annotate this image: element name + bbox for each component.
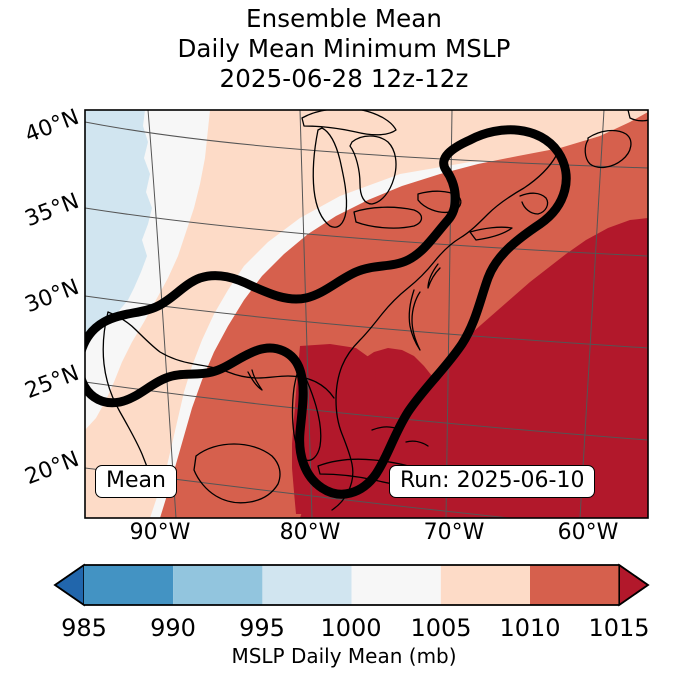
colorbar-tick-1000: 1000 — [320, 614, 382, 642]
coastline-cape-cod — [519, 192, 549, 215]
map-svg — [84, 109, 649, 519]
colorbar-tick-1010: 1010 — [499, 614, 561, 642]
coastline-gulf — [107, 311, 335, 399]
colorbar-band-990-995 — [173, 565, 263, 605]
coastline-nova-scotia — [584, 129, 632, 169]
coastline-chesapeake — [408, 289, 421, 351]
coastline-delaware-bay — [427, 263, 441, 289]
lon-tick-label-80: 80°W — [279, 520, 341, 545]
colorbar-band-985-990 — [84, 565, 174, 605]
fill-band-995-1000 — [85, 110, 152, 340]
colorbar-tick-1005: 1005 — [410, 614, 472, 642]
mean-legend-box: Mean — [95, 465, 177, 499]
title-line-1: Ensemble Mean — [246, 4, 442, 33]
coastline-layer — [102, 110, 648, 511]
coastline-lake-michigan — [312, 127, 348, 228]
colorbar-band-1005-1010 — [440, 565, 530, 605]
map-fill-layer — [85, 110, 648, 518]
colorbar-tick-985: 985 — [61, 614, 107, 642]
coastline-us-east — [331, 155, 557, 511]
map-panel: 40°N 35°N 30°N 25°N 20°N 90°W 80°W 70°W … — [0, 100, 688, 545]
gridline-lon-70 — [445, 110, 453, 518]
coastline-newfoundland — [627, 110, 648, 122]
gridline-lat-35 — [85, 207, 648, 257]
coastline-lake-huron — [349, 135, 397, 205]
colorbar-over-arrow — [618, 563, 650, 607]
colorbar-tick-1015: 1015 — [588, 614, 650, 642]
colorbar-svg — [53, 563, 650, 607]
fill-band-over-1015-florida — [292, 344, 376, 514]
colorbar-outline — [53, 564, 650, 606]
run-date-box: Run: 2025-06-10 — [389, 465, 596, 499]
coastline-mississippi-delta — [247, 369, 263, 391]
colorbar-tick-995: 995 — [239, 614, 285, 642]
colorbar-panel: 985 990 995 1000 1005 1010 1015 MSLP Dai… — [0, 556, 688, 674]
fill-band-1005-1010 — [85, 110, 648, 518]
coastline-lake-erie — [353, 206, 423, 229]
coastline-long-island — [469, 226, 513, 241]
colorbar-under-arrow — [53, 563, 85, 607]
colorbar-tick-990: 990 — [150, 614, 196, 642]
gridline-lon-80 — [299, 110, 313, 518]
lon-tick-label-60: 60°W — [557, 520, 619, 545]
title-line-2: Daily Mean Minimum MSLP — [177, 34, 511, 63]
gridline-lat-30 — [85, 295, 648, 349]
colorbar-band-995-1000 — [262, 565, 352, 605]
lon-tick-label-70: 70°W — [423, 520, 485, 545]
colorbar-band-1000-1005 — [351, 565, 441, 605]
title-line-3: 2025-06-28 12z-12z — [219, 64, 469, 93]
lon-tick-label-90: 90°W — [129, 520, 191, 545]
colorbar-band-1010-1015 — [530, 565, 620, 605]
coastline-lake-superior — [301, 110, 397, 136]
coastline-yucatan — [193, 443, 281, 504]
chart-title: Ensemble Mean Daily Mean Minimum MSLP 20… — [0, 4, 688, 94]
mean-contour-layer — [85, 125, 571, 499]
mean-contour-line — [85, 125, 571, 499]
coastline-lake-ontario — [417, 190, 462, 214]
map-frame — [84, 109, 649, 519]
colorbar-axis-title: MSLP Daily Mean (mb) — [231, 644, 457, 668]
